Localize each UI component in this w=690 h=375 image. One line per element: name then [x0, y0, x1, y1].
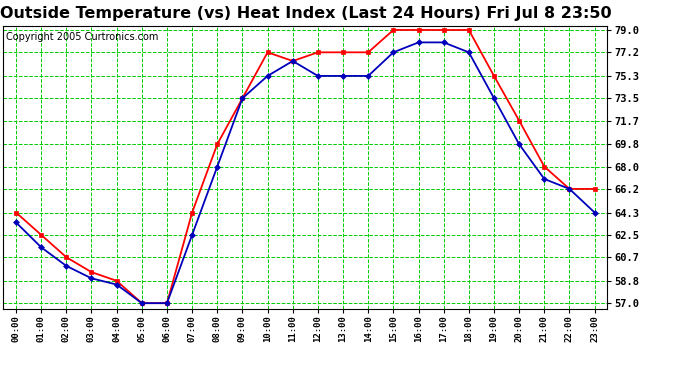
Text: Copyright 2005 Curtronics.com: Copyright 2005 Curtronics.com — [6, 32, 159, 42]
Text: Outside Temperature (vs) Heat Index (Last 24 Hours) Fri Jul 8 23:50: Outside Temperature (vs) Heat Index (Las… — [0, 6, 611, 21]
